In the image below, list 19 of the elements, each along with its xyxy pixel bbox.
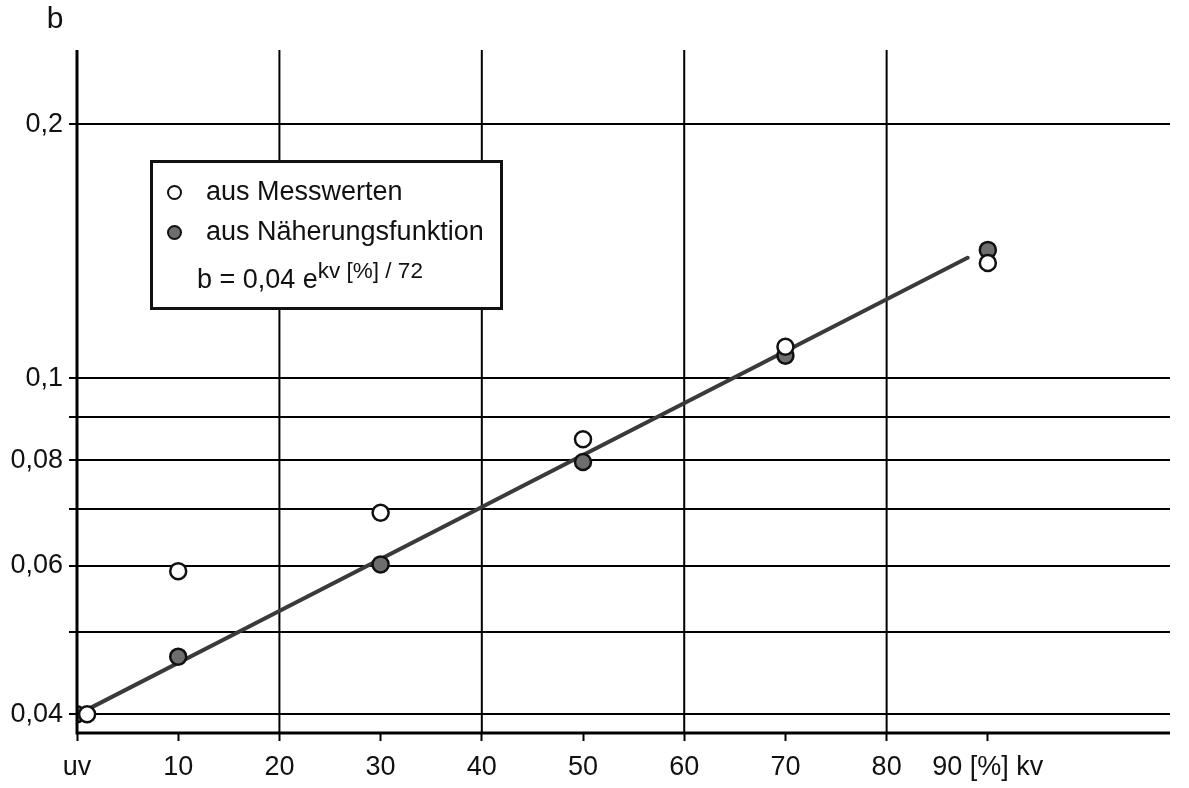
legend-label: aus Näherungsfunktion: [206, 216, 484, 246]
y-axis-title: b: [46, 1, 64, 34]
y-tick-label: 0,1: [25, 361, 63, 392]
x-tick-label: uv: [62, 750, 92, 781]
x-tick-label: 60: [669, 750, 700, 781]
y-tick-label: 0,04: [10, 697, 63, 728]
legend-label: aus Messwerten: [206, 176, 403, 206]
x-tick-label: 20: [264, 750, 295, 781]
x-tick-label: 80: [871, 750, 902, 781]
annotation: b = 0,04 e$^{kv [%] / 72}$: [196, 257, 424, 296]
x-tick-label: 70: [770, 750, 801, 781]
y-tick-label: 0,2: [25, 107, 63, 138]
y-tick-label: 0,06: [10, 549, 63, 580]
x-tick-label: 50: [568, 750, 599, 781]
x-tick-label: 90 [%] kv: [932, 750, 1044, 781]
x-tick-label: 30: [365, 750, 396, 781]
x-tick-label: 10: [163, 750, 194, 781]
x-tick-label: 40: [466, 750, 497, 781]
y-tick-label: 0,08: [10, 443, 63, 474]
